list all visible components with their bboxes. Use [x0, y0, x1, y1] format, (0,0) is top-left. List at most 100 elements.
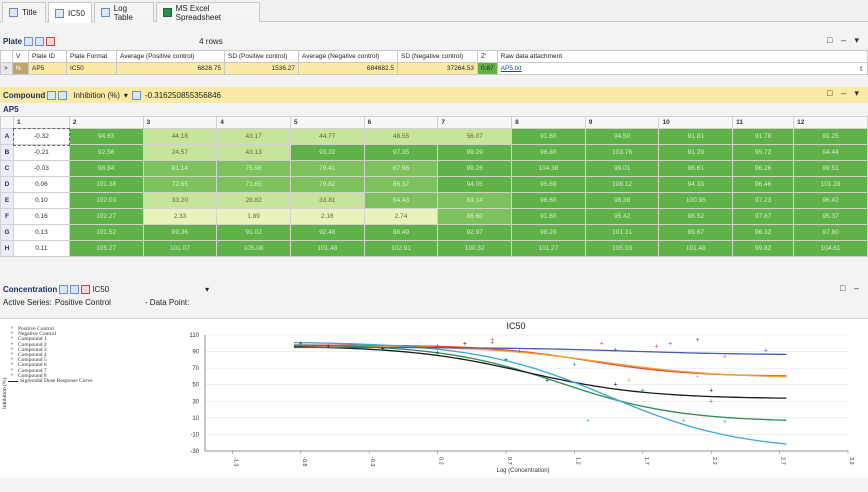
grid-cell[interactable]: -0.03: [13, 160, 70, 177]
sd-pos-cell[interactable]: 1536.27: [224, 62, 299, 75]
spinner-icon[interactable]: ⇕: [858, 65, 864, 73]
z-cell[interactable]: 0.87: [477, 62, 498, 75]
grid-row-header[interactable]: G: [0, 224, 14, 241]
grid-cell[interactable]: 108.12: [584, 176, 660, 193]
table-row[interactable]: G 0.13 101.52 89.36 91.02 92.48 88.49 92.97 98.2…: [0, 224, 868, 241]
grid-cell[interactable]: 91.02: [216, 224, 291, 241]
grid-row-header[interactable]: F: [0, 208, 14, 225]
grid-cell[interactable]: 98.84: [68, 160, 144, 177]
grid-cell[interactable]: 101.28: [793, 176, 868, 193]
grid-cell[interactable]: 99.67: [658, 224, 734, 241]
grid-cell[interactable]: 1.89: [216, 208, 291, 225]
grid-row-header[interactable]: D: [0, 176, 14, 193]
grid-cell[interactable]: 105.08: [216, 240, 291, 257]
grid-row-header[interactable]: B: [0, 144, 14, 161]
grid-cell[interactable]: 97.67: [732, 208, 795, 225]
grid-cell[interactable]: 2.74: [363, 208, 439, 225]
grid-row-header[interactable]: C: [0, 160, 14, 177]
refresh-icon[interactable]: [46, 36, 56, 46]
grid-row-header[interactable]: H: [0, 240, 14, 257]
grid-cell[interactable]: 24.57: [142, 144, 218, 161]
grid-cell[interactable]: 56.07: [437, 128, 513, 145]
grid-cell[interactable]: 83.14: [437, 192, 513, 209]
grid-cell[interactable]: 86.60: [437, 208, 513, 225]
attachment-link[interactable]: AP5.txt: [500, 64, 522, 72]
sd-neg-cell[interactable]: 37264.53: [397, 62, 478, 75]
grid-view-icon[interactable]: [59, 284, 69, 294]
grid-view-icon[interactable]: [24, 36, 34, 46]
grid-cell[interactable]: 100.32: [437, 240, 513, 257]
chart-view-icon[interactable]: [70, 284, 80, 294]
grid-cell[interactable]: 44.77: [289, 128, 365, 145]
grid-cell[interactable]: 89.36: [142, 224, 218, 241]
tab-title[interactable]: Title: [2, 2, 46, 22]
grid-cell[interactable]: 99.51: [793, 160, 868, 177]
table-row[interactable]: > N AP5 IC50 6828.75 1536.27 684682.5 37…: [0, 62, 868, 75]
grid-cell[interactable]: 96.42: [793, 192, 868, 209]
grid-cell[interactable]: 98.52: [658, 208, 734, 225]
grid-cell[interactable]: 104.61: [793, 240, 868, 257]
grid-cell[interactable]: 95.42: [584, 208, 660, 225]
row-expander[interactable]: >: [0, 62, 13, 75]
grid-cell[interactable]: 99.82: [732, 240, 795, 257]
grid-cell[interactable]: 96.60: [511, 192, 586, 209]
grid-cell[interactable]: 0.06: [13, 176, 70, 193]
list-view-icon[interactable]: [58, 90, 68, 100]
grid-cell[interactable]: 103.76: [584, 144, 660, 161]
grid-view-icon[interactable]: [47, 90, 57, 100]
table-row[interactable]: B -0.21 92.56 24.57 43.13 93.22 97.35 99.29 96.8…: [0, 144, 868, 161]
grid-cell[interactable]: 104.38: [511, 160, 586, 177]
grid-cell[interactable]: 97.35: [363, 144, 439, 161]
grid-cell[interactable]: 101.07: [142, 240, 218, 257]
grid-cell[interactable]: 98.20: [511, 224, 586, 241]
grid-cell[interactable]: -0.32: [12, 127, 71, 146]
grid-cell[interactable]: 95.69: [511, 176, 586, 193]
grid-cell[interactable]: 0.10: [13, 192, 70, 209]
grid-cell[interactable]: 44.18: [142, 128, 218, 145]
grid-cell[interactable]: 33.81: [289, 192, 365, 209]
grid-cell[interactable]: 102.03: [68, 192, 144, 209]
grid-cell[interactable]: 96.61: [658, 160, 734, 177]
grid-cell[interactable]: 105.03: [584, 240, 660, 257]
grid-cell[interactable]: 94.44: [793, 144, 868, 161]
grid-cell[interactable]: 92.56: [68, 144, 144, 161]
grid-cell[interactable]: 94.50: [584, 128, 660, 145]
grid-cell[interactable]: 97.80: [793, 224, 868, 241]
grid-cell[interactable]: 101.52: [68, 224, 144, 241]
grid-cell[interactable]: 43.17: [216, 128, 291, 145]
grid-cell[interactable]: 87.96: [363, 160, 439, 177]
list-view-icon[interactable]: [35, 36, 45, 46]
grid-cell[interactable]: 101.38: [68, 176, 144, 193]
grid-cell[interactable]: 0.11: [13, 240, 70, 257]
grid-cell[interactable]: 99.01: [584, 160, 660, 177]
grid-cell[interactable]: 2.16: [289, 208, 365, 225]
grid-cell[interactable]: 91.60: [511, 208, 586, 225]
view-dropdown-icon[interactable]: ▾: [205, 284, 210, 294]
avg-neg-cell[interactable]: 684682.5: [298, 62, 398, 75]
measure-select[interactable]: Inhibition (%): [73, 90, 120, 100]
grid-cell[interactable]: 100.95: [658, 192, 734, 209]
grid-cell[interactable]: 0.13: [13, 224, 70, 241]
grid-cell[interactable]: 91.81: [658, 128, 734, 145]
grid-cell[interactable]: 99.26: [437, 160, 513, 177]
grid-row-header[interactable]: A: [0, 128, 14, 145]
grid-cell[interactable]: 101.31: [584, 224, 660, 241]
grid-cell[interactable]: -0.21: [13, 144, 70, 161]
concentration-window-controls[interactable]: □ –: [840, 283, 862, 293]
grid-cell[interactable]: 88.49: [363, 224, 439, 241]
grid-cell[interactable]: 96.32: [732, 224, 795, 241]
grid-cell[interactable]: 93.22: [289, 144, 365, 161]
grid-cell[interactable]: 81.14: [142, 160, 218, 177]
grid-cell[interactable]: 91.78: [732, 128, 795, 145]
grid-cell[interactable]: 75.96: [216, 160, 291, 177]
grid-cell[interactable]: 105.27: [68, 240, 144, 257]
plate-id-cell[interactable]: AP5: [28, 62, 67, 75]
table-row[interactable]: H 0.11 105.27 101.07 105.08 101.48 102.91 100.3…: [0, 240, 868, 257]
table-row[interactable]: A -0.32 94.63 44.18 43.17 44.77 48.55 56.07 91.6…: [0, 127, 868, 146]
plate-window-controls[interactable]: □ – ▾: [827, 35, 862, 45]
avg-pos-cell[interactable]: 6828.75: [116, 62, 225, 75]
grid-cell[interactable]: 97.23: [732, 192, 795, 209]
chevron-down-icon[interactable]: ▾: [123, 90, 128, 100]
grid-cell[interactable]: 91.29: [658, 144, 734, 161]
table-row[interactable]: F 0.16 102.27 2.33 1.89 2.16 2.74 86.60 91.60 95.…: [0, 208, 868, 225]
